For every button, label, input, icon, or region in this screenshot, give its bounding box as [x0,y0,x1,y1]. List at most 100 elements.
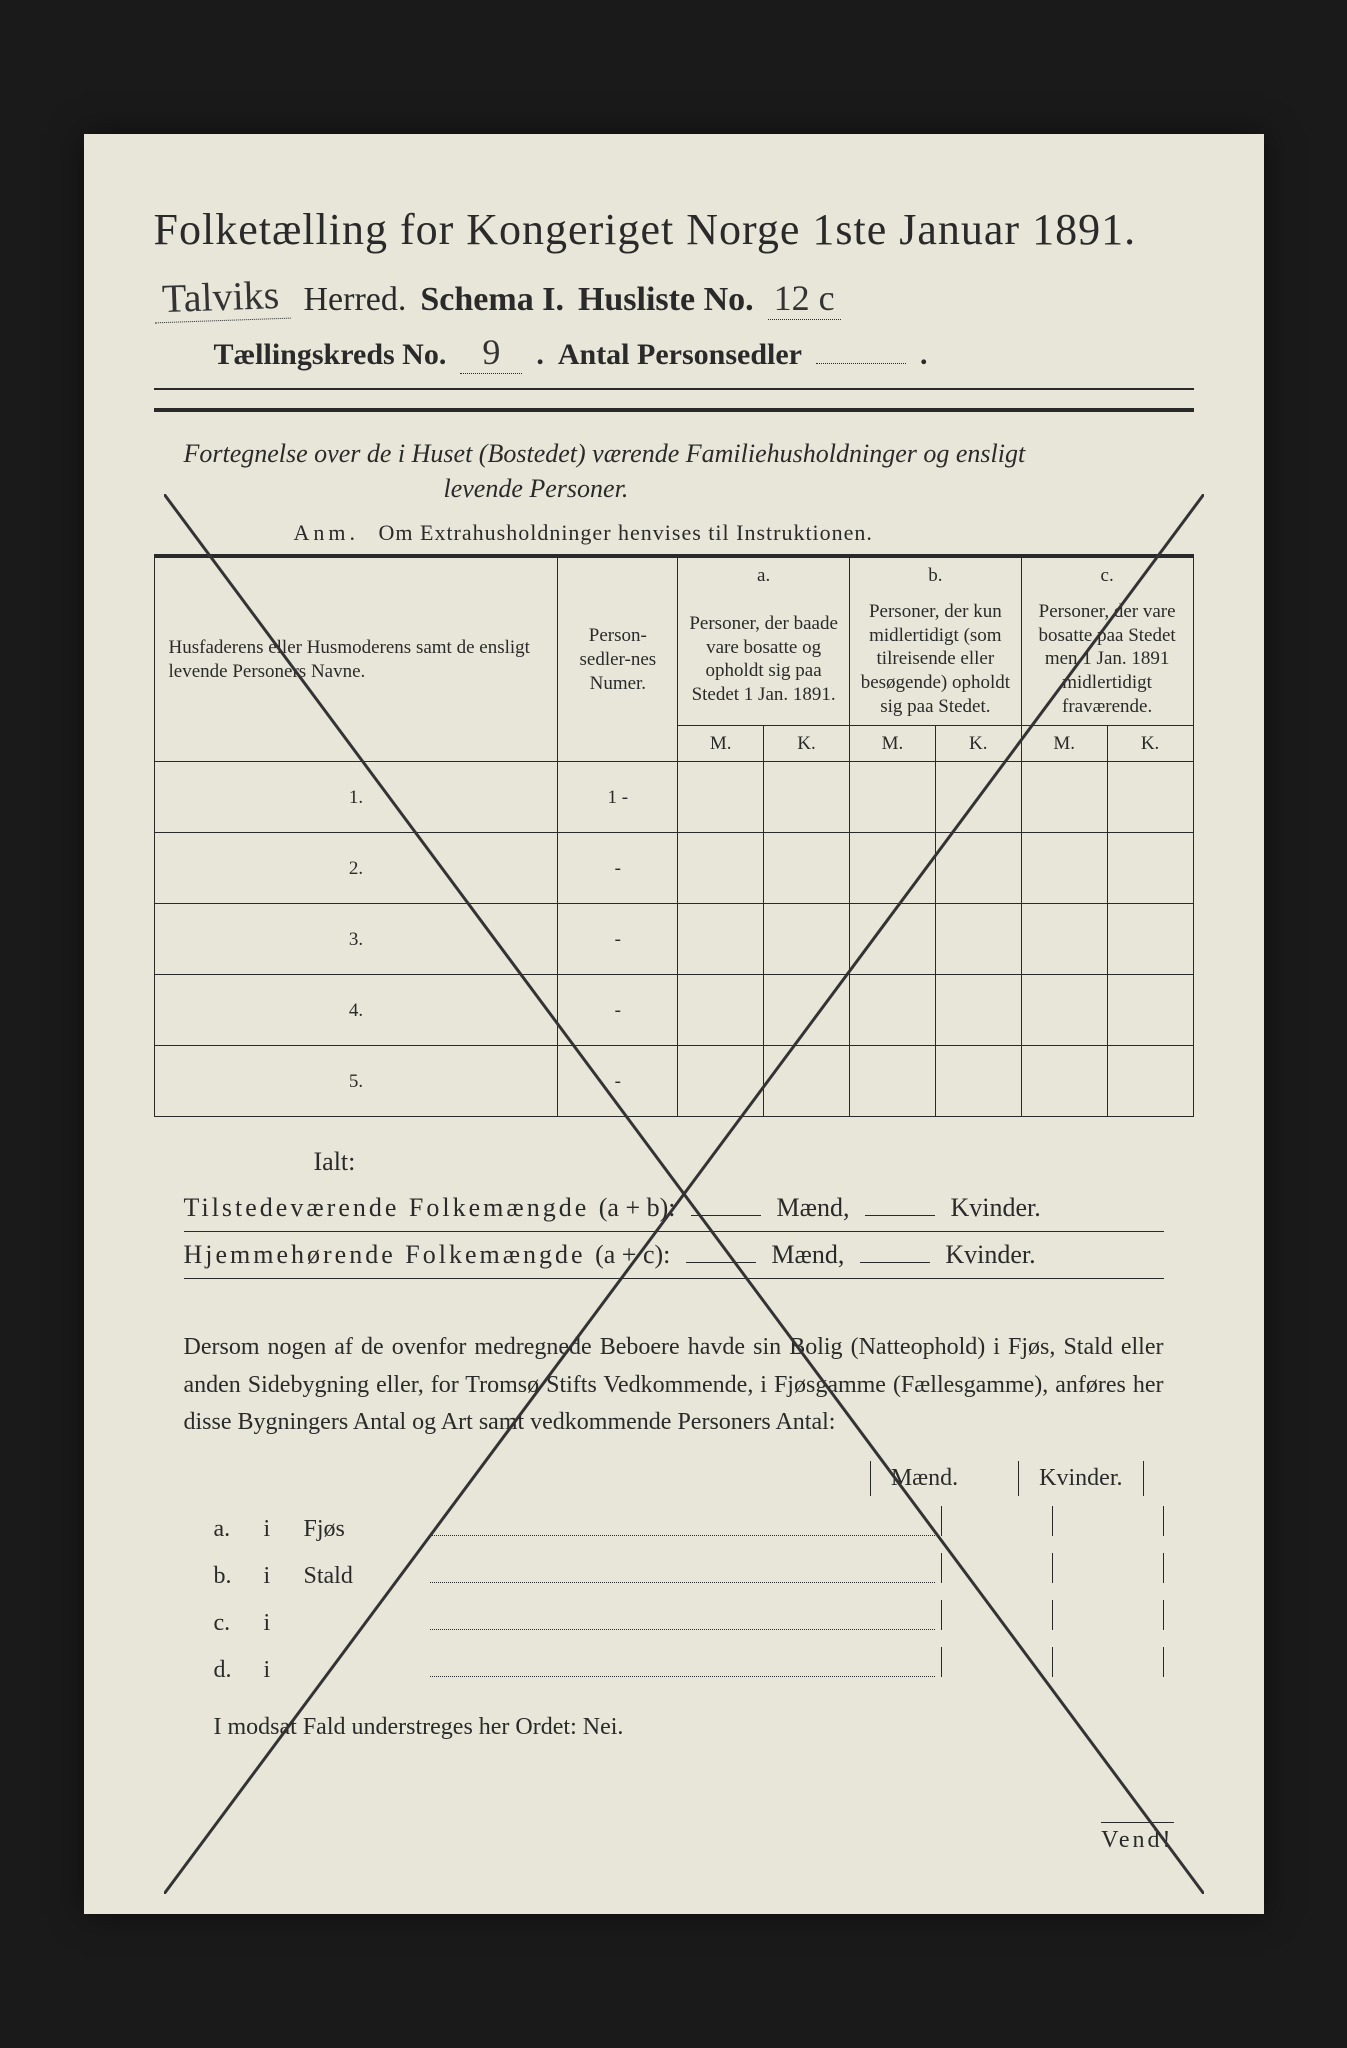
row-number: 3. [154,904,558,975]
antal-value [816,333,906,364]
cell [678,904,764,975]
table-row: 3.- [154,904,1193,975]
dotted-line [430,1662,935,1677]
sum-resident: Hjemmehørende Folkemængde (a + c): Mænd,… [184,1240,1194,1270]
cell [1021,762,1107,833]
cell [849,1046,935,1117]
table-row: 4.- [154,975,1193,1046]
cell [1107,975,1193,1046]
maend: Mænd, [777,1193,850,1222]
blank [860,1242,930,1264]
row-number: 4. [154,975,558,1046]
row-numcol: - [558,975,678,1046]
page: Folketælling for Kongeriget Norge 1ste J… [0,0,1347,2048]
census-table: Husfaderens eller Husmoderens samt de en… [154,554,1194,1117]
rule [184,1231,1164,1232]
row-number: 5. [154,1046,558,1117]
cell [764,1046,850,1117]
cell [935,1046,1021,1117]
cell [1021,1046,1107,1117]
row-number: 1. [154,762,558,833]
subtitle-l1: Fortegnelse over de i Huset (Bostedet) v… [184,439,1026,468]
cell [1021,975,1107,1046]
building-row: a.iFjøs [214,1506,1164,1543]
maend-header: Mænd. [870,1461,978,1496]
blank [686,1242,756,1264]
vend-label: Vend! [1101,1822,1173,1854]
row-letter: c. [214,1610,264,1637]
maend: Mænd, [771,1240,844,1269]
cell [935,904,1021,975]
building-list: a.iFjøsb.iStaldc.id.i [214,1506,1164,1684]
cell [935,975,1021,1046]
i-label: i [264,1610,304,1637]
census-form: Folketælling for Kongeriget Norge 1ste J… [84,134,1264,1914]
kvinder-cell [1052,1600,1164,1630]
row-letter: b. [214,1563,264,1590]
kvinder: Kvinder. [945,1240,1035,1269]
dotted-line [430,1521,935,1536]
mk-header: Mænd. Kvinder. [154,1461,1144,1496]
kvinder-cell [1052,1553,1164,1583]
husliste-label: Husliste No. [578,281,754,319]
cell [764,762,850,833]
cell [764,975,850,1046]
row-numcol: 1 - [558,762,678,833]
cell [1107,1046,1193,1117]
table-row: 1.1 - [154,762,1193,833]
rule-thick [154,408,1194,412]
cell [764,833,850,904]
rule [184,1278,1164,1279]
cell [935,833,1021,904]
row-letter: a. [214,1516,264,1543]
row-letter: d. [214,1657,264,1684]
th-a-label: a. [678,556,850,594]
herred-label: Herred. [304,281,407,319]
husliste-value: 12 c [768,277,841,320]
maend-cell [941,1506,1052,1536]
building-row: b.iStald [214,1553,1164,1590]
i-label: i [264,1516,304,1543]
table-row: 5.- [154,1046,1193,1117]
cell [849,833,935,904]
cell [849,904,935,975]
cell [849,975,935,1046]
cell [1021,904,1107,975]
row-numcol: - [558,904,678,975]
sum-present: Tilstedeværende Folkemængde (a + b): Mæn… [184,1193,1194,1223]
th-k: K. [764,725,850,762]
rule [154,388,1194,390]
sum1-label: Tilstedeværende Folkemængde [184,1193,590,1222]
cell [849,762,935,833]
subtitle-l2: levende Personer. [444,474,629,503]
row-numcol: - [558,833,678,904]
header-row-kreds: Tællingskreds No. 9 . Antal Personsedler… [214,331,1194,374]
anm-note: Anm. Om Extrahusholdninger henvises til … [294,520,1194,546]
sum1-formula: (a + b): [599,1193,676,1222]
i-label: i [264,1657,304,1684]
cell [764,904,850,975]
sum2-formula: (a + c): [595,1240,670,1269]
document-title: Folketælling for Kongeriget Norge 1ste J… [154,204,1194,255]
maend-cell [941,1647,1052,1677]
nei-line: I modsat Fald understreges her Ordet: Ne… [214,1714,1194,1741]
th-c-text: Personer, der vare bosatte paa Stedet me… [1021,594,1193,725]
cell [678,833,764,904]
th-m: M. [678,725,764,762]
kvinder: Kvinder. [950,1193,1040,1222]
i-label: i [264,1563,304,1590]
herred-value: Talviks [153,271,291,324]
sum2-label: Hjemmehørende Folkemængde [184,1240,586,1269]
ialt-label: Ialt: [314,1147,1194,1177]
kvinder-header: Kvinder. [1018,1461,1143,1496]
th-c-label: c. [1021,556,1193,594]
cell [1107,762,1193,833]
th-k: K. [1107,725,1193,762]
instructions-paragraph: Dersom nogen af de ovenfor medregnede Be… [184,1329,1164,1441]
building-row: c.i [214,1600,1164,1637]
maend-cell [941,1553,1052,1583]
anm-label: Anm. [294,520,360,545]
th-b-label: b. [849,556,1021,594]
blank [691,1195,761,1217]
th-k: K. [935,725,1021,762]
